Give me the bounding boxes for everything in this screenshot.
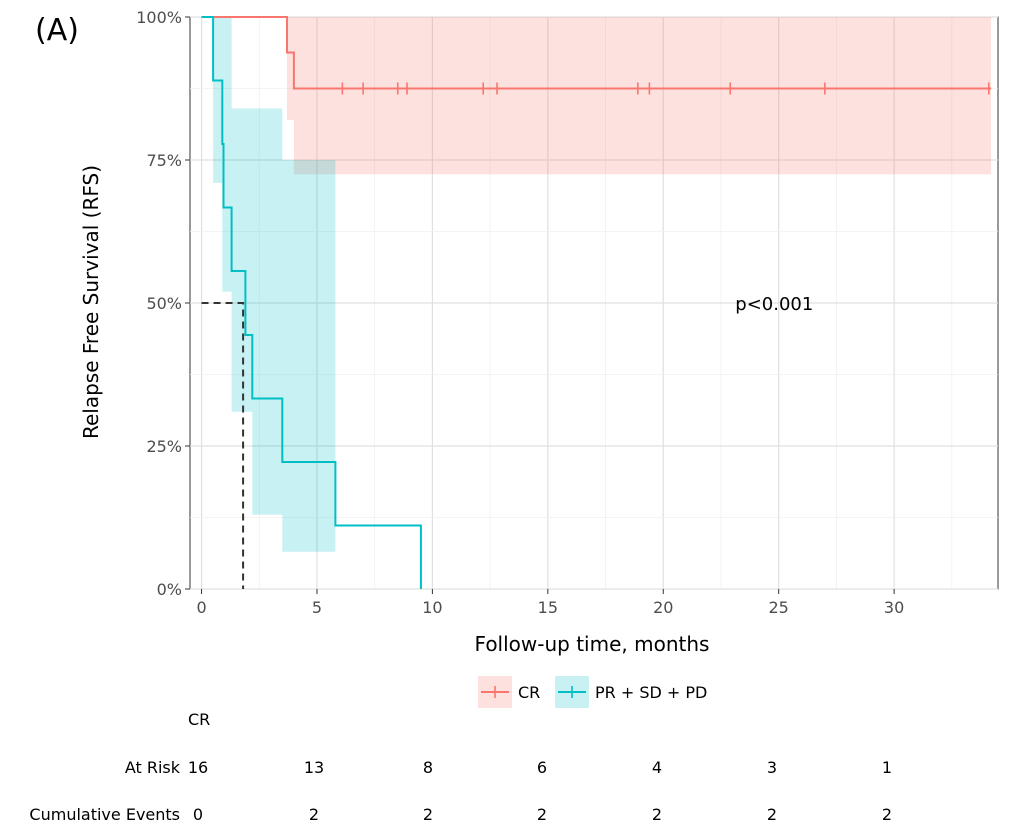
risk-row-label: Cumulative Events — [29, 805, 180, 824]
legend-item: PR + SD + PD — [555, 676, 707, 708]
y-tick-label: 100% — [136, 8, 182, 27]
risk-cell: 2 — [309, 805, 319, 824]
risk-row-label: At Risk — [125, 758, 181, 777]
risk-cell: 2 — [423, 805, 433, 824]
x-tick-label: 15 — [538, 598, 558, 617]
risk-cell: 16 — [188, 758, 208, 777]
y-tick-label: 25% — [146, 437, 182, 456]
risk-cell: 2 — [537, 805, 547, 824]
x-tick-label: 30 — [884, 598, 904, 617]
risk-cell: 8 — [423, 758, 433, 777]
risk-group-label: CR — [188, 710, 210, 729]
km-curve — [201, 16, 422, 589]
panel-label: (A) — [35, 13, 79, 48]
x-tick-label: 10 — [422, 598, 442, 617]
risk-cell: 0 — [193, 805, 203, 824]
risk-cell: 13 — [304, 758, 324, 777]
confidence-bands — [201, 17, 992, 552]
legend-label: PR + SD + PD — [595, 683, 707, 702]
p-value-annotation: p<0.001 — [735, 294, 813, 315]
legend-label: CR — [518, 683, 540, 702]
y-tick-label: 50% — [146, 294, 182, 313]
x-tick-label: 5 — [312, 598, 322, 617]
x-axis: 0 5 10 15 20 25 30 — [196, 589, 904, 617]
risk-cell: 3 — [767, 758, 777, 777]
risk-cell: 2 — [767, 805, 777, 824]
km-curve — [201, 16, 992, 90]
risk-cell: 2 — [882, 805, 892, 824]
median-line — [201, 302, 245, 589]
y-axis-title: Relapse Free Survival (RFS) — [79, 165, 103, 439]
risk-cell: 1 — [882, 758, 892, 777]
grid-lines — [190, 16, 998, 590]
y-tick-label: 0% — [157, 580, 182, 599]
risk-cell: 4 — [652, 758, 662, 777]
risk-table: CR At Risk 16 13 8 6 4 3 1 Cumulative Events 0 2 2 2 2… — [29, 710, 892, 824]
x-tick-label: 25 — [769, 598, 789, 617]
x-axis-title: Follow-up time, months — [475, 632, 710, 656]
ci-band — [201, 17, 992, 175]
y-axis: 0% 25% 50% 75% 100% — [136, 8, 190, 599]
legend-item: CR — [478, 676, 540, 708]
legend: CR PR + SD + PD — [478, 676, 707, 708]
y-tick-label: 75% — [146, 151, 182, 170]
median-dashed-line — [201, 302, 245, 589]
x-tick-label: 20 — [653, 598, 673, 617]
risk-cell: 6 — [537, 758, 547, 777]
survival-curves — [201, 16, 992, 589]
ci-band — [201, 17, 336, 552]
x-tick-label: 0 — [196, 598, 206, 617]
risk-cell: 2 — [652, 805, 662, 824]
